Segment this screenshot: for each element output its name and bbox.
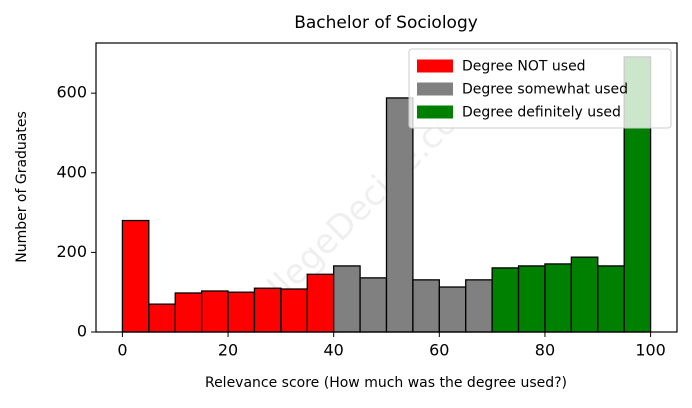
x-tick-label: 0	[117, 341, 127, 360]
bar	[597, 265, 625, 333]
bar	[385, 97, 414, 333]
x-tick-label: 40	[324, 341, 344, 360]
bar	[200, 290, 229, 333]
x-tick-label: 60	[429, 341, 449, 360]
bar	[412, 279, 440, 333]
bar	[465, 279, 493, 333]
legend-label: Degree definitely used	[462, 105, 621, 121]
bar	[148, 303, 176, 333]
bar	[544, 263, 573, 333]
legend-swatch	[417, 59, 453, 73]
bar	[359, 277, 388, 333]
plot-frame	[95, 42, 678, 333]
bar	[438, 286, 467, 333]
legend-box	[408, 48, 672, 129]
y-axis-label: Number of Graduates	[14, 111, 30, 263]
x-tick-label: 100	[635, 341, 666, 360]
y-tick-label: 400	[56, 162, 87, 181]
x-tick-label: 80	[535, 341, 555, 360]
bar	[280, 288, 308, 333]
bar	[570, 256, 599, 333]
x-axis-label: Relevance score (How much was the degree…	[205, 375, 567, 391]
y-tick-label: 600	[56, 83, 87, 102]
legend-label: Degree NOT used	[462, 59, 586, 75]
bar	[333, 265, 361, 333]
y-tick-label: 0	[77, 322, 87, 341]
x-tick-label: 20	[218, 341, 238, 360]
bar	[174, 292, 203, 333]
legend-label: Degree somewhat used	[462, 82, 628, 98]
y-tick-label: 200	[56, 242, 87, 261]
bar	[253, 287, 282, 333]
bar	[121, 219, 150, 333]
legend-swatch	[417, 82, 453, 96]
chart-title: Bachelor of Sociology	[294, 13, 478, 33]
bar	[517, 265, 546, 333]
bar	[227, 291, 256, 333]
bar	[491, 267, 520, 333]
legend-swatch	[417, 105, 453, 119]
bar	[306, 273, 335, 333]
